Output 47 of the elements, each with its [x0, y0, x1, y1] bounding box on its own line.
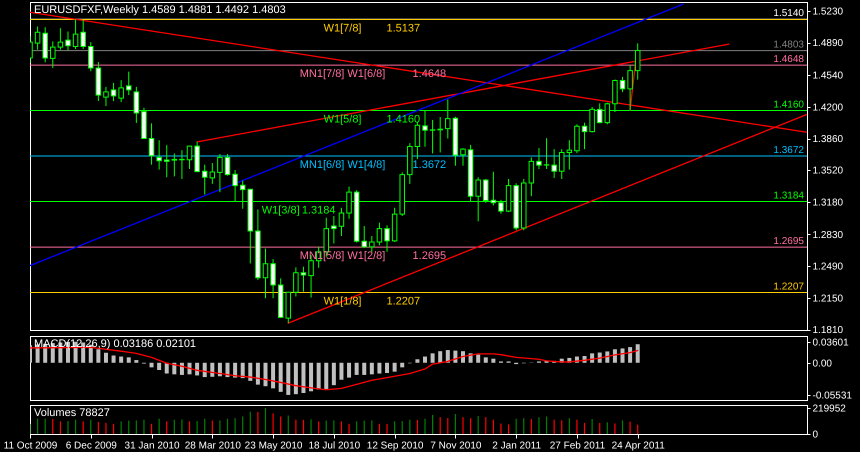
y-tick-label: 1.2150: [812, 293, 844, 304]
ref-line-label: 1.3184: [773, 190, 804, 202]
y-tick-label: 1.2490: [812, 262, 844, 273]
ref-line-label: 1.4803: [773, 40, 804, 51]
y-tick-label: 1.4540: [812, 70, 844, 82]
ref-line-label: 1.2207: [773, 282, 804, 293]
y-tick-label: 0: [812, 430, 818, 440]
ref-line-label: 1.4160: [773, 100, 804, 111]
x-tick-label: 2 Jan 2011: [492, 440, 542, 452]
y-tick-label: 219952: [812, 403, 846, 414]
annotation: W1[3/8]: [262, 204, 300, 216]
y-tick-label: 1.3520: [812, 166, 844, 177]
y-tick-label: 0.00: [812, 358, 832, 370]
x-tick-label: 27 Feb 2011: [550, 440, 606, 452]
ref-line-label: 1.5140: [773, 8, 804, 20]
ref-line-label: 1.4648: [773, 54, 804, 66]
y-tick-label: 0.03601: [812, 337, 850, 348]
x-tick-label: 24 Apr 2011: [612, 440, 666, 452]
y-tick-label: 1.1810: [812, 325, 844, 336]
annotation: W1[7/8]: [324, 22, 362, 35]
annotation: 1.2207: [386, 296, 420, 308]
x-tick-label: 6 Dec 2009: [66, 440, 118, 452]
x-tick-label: 11 Oct 2009: [4, 440, 58, 452]
ref-line-label: 1.2695: [773, 236, 804, 248]
chart-title: EURUSDFXF,Weekly 1.4589 1.4881 1.4492 1.4803: [34, 4, 286, 16]
y-tick-label: 1.2830: [812, 230, 844, 241]
annotation: W1[5/8]: [324, 114, 362, 126]
y-tick-label: 1.5230: [812, 6, 844, 18]
annotation: MN1[7/8] W1[6/8]: [300, 68, 386, 80]
chart-title: Volumes 78827: [34, 407, 110, 419]
x-tick-label: 23 May 2010: [244, 440, 303, 452]
annotation: 1.3672: [412, 159, 446, 172]
annotation: MN1[6/8] W1[4/8]: [300, 159, 386, 172]
ref-line-label: 1.3672: [773, 145, 804, 156]
annotation: 1.2695: [412, 250, 446, 262]
x-tick-label: 12 Sep 2010: [366, 440, 424, 452]
y-tick-label: 1.3180: [812, 197, 844, 208]
x-tick-label: 31 Jan 2010: [124, 440, 180, 452]
y-tick-label: -0.05531: [812, 390, 852, 402]
x-tick-label: 18 Jul 2010: [308, 440, 361, 452]
x-tick-label: 28 Mar 2010: [184, 440, 242, 452]
y-tick-label: 1.4200: [812, 102, 844, 114]
y-tick-label: 1.3860: [812, 134, 844, 146]
y-tick-label: 1.4890: [812, 38, 844, 50]
annotation: 1.5137: [386, 22, 420, 35]
x-tick-label: 7 Nov 2010: [430, 440, 482, 452]
annotation: 1.3184: [302, 204, 336, 216]
